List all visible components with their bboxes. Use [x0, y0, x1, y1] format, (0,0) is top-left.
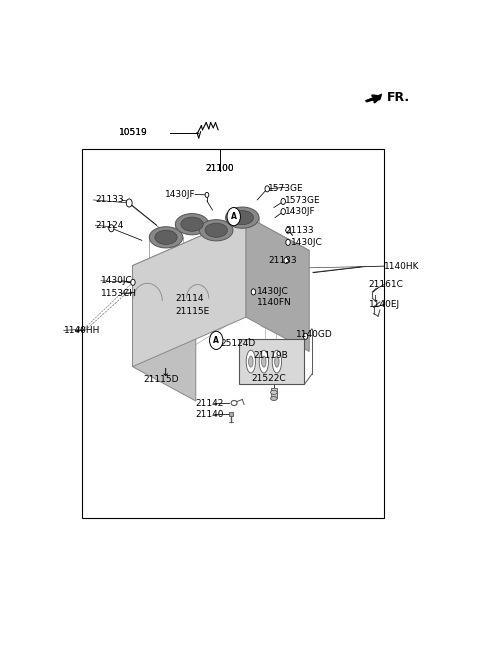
- Text: 21114: 21114: [175, 295, 204, 304]
- Text: 1140FN: 1140FN: [257, 298, 292, 308]
- Circle shape: [281, 198, 286, 205]
- Ellipse shape: [205, 223, 228, 237]
- Bar: [229, 412, 233, 416]
- Text: 21142: 21142: [196, 398, 224, 407]
- Polygon shape: [132, 216, 246, 367]
- Circle shape: [284, 258, 288, 264]
- Bar: [271, 388, 277, 398]
- Ellipse shape: [231, 211, 253, 225]
- Circle shape: [286, 227, 290, 234]
- Circle shape: [109, 225, 114, 232]
- Bar: [82, 150, 384, 518]
- Text: 1573GE: 1573GE: [285, 196, 321, 205]
- Text: 21115E: 21115E: [175, 306, 210, 316]
- Text: A: A: [231, 212, 237, 221]
- Text: FR.: FR.: [386, 91, 410, 104]
- Ellipse shape: [246, 350, 255, 373]
- Ellipse shape: [149, 227, 183, 248]
- Circle shape: [303, 333, 308, 339]
- Text: 21133: 21133: [268, 256, 297, 265]
- Text: 1140HH: 1140HH: [64, 326, 100, 335]
- Text: 1430JC: 1430JC: [101, 276, 132, 285]
- Text: 1430JF: 1430JF: [285, 207, 316, 216]
- Text: 1140EJ: 1140EJ: [369, 300, 400, 309]
- Text: 1153CH: 1153CH: [101, 289, 137, 298]
- Text: 21100: 21100: [205, 164, 234, 173]
- Circle shape: [227, 207, 240, 226]
- Text: 21522C: 21522C: [252, 374, 286, 382]
- Text: 21133: 21133: [96, 195, 124, 205]
- Ellipse shape: [271, 396, 277, 400]
- Ellipse shape: [259, 350, 268, 373]
- Ellipse shape: [271, 390, 277, 394]
- Text: 1430JF: 1430JF: [165, 190, 196, 199]
- Polygon shape: [132, 266, 196, 401]
- Circle shape: [265, 186, 269, 192]
- Polygon shape: [132, 216, 309, 300]
- Ellipse shape: [272, 350, 282, 373]
- Text: 21161C: 21161C: [369, 280, 404, 289]
- Text: 1140HK: 1140HK: [384, 262, 419, 271]
- Text: 21100: 21100: [205, 164, 234, 173]
- Ellipse shape: [155, 230, 177, 245]
- Circle shape: [126, 199, 132, 207]
- Polygon shape: [240, 339, 304, 384]
- Ellipse shape: [275, 356, 279, 367]
- Text: 21140: 21140: [196, 409, 224, 419]
- Ellipse shape: [262, 356, 266, 367]
- Circle shape: [131, 279, 135, 285]
- Text: 21119B: 21119B: [253, 351, 288, 360]
- Text: 21124: 21124: [96, 220, 124, 230]
- Ellipse shape: [249, 356, 253, 367]
- Ellipse shape: [226, 207, 259, 228]
- Text: A: A: [213, 336, 219, 345]
- Text: 1573GE: 1573GE: [268, 184, 304, 194]
- Text: 1430JC: 1430JC: [257, 287, 289, 297]
- Polygon shape: [365, 94, 382, 101]
- Circle shape: [205, 192, 209, 197]
- Circle shape: [210, 331, 223, 350]
- Circle shape: [281, 209, 286, 215]
- Polygon shape: [246, 216, 309, 352]
- Text: 21115D: 21115D: [144, 375, 179, 384]
- Ellipse shape: [200, 220, 233, 241]
- Text: 1140GD: 1140GD: [296, 331, 332, 339]
- Ellipse shape: [181, 217, 203, 232]
- Text: ↓: ↓: [161, 368, 170, 378]
- Text: 10519: 10519: [119, 129, 147, 137]
- Text: 21133: 21133: [285, 226, 314, 235]
- Text: 25124D: 25124D: [220, 339, 255, 348]
- Circle shape: [251, 289, 256, 295]
- Text: 10519: 10519: [119, 129, 147, 137]
- Text: 1430JC: 1430JC: [290, 238, 323, 247]
- Circle shape: [286, 239, 290, 245]
- Ellipse shape: [175, 214, 209, 235]
